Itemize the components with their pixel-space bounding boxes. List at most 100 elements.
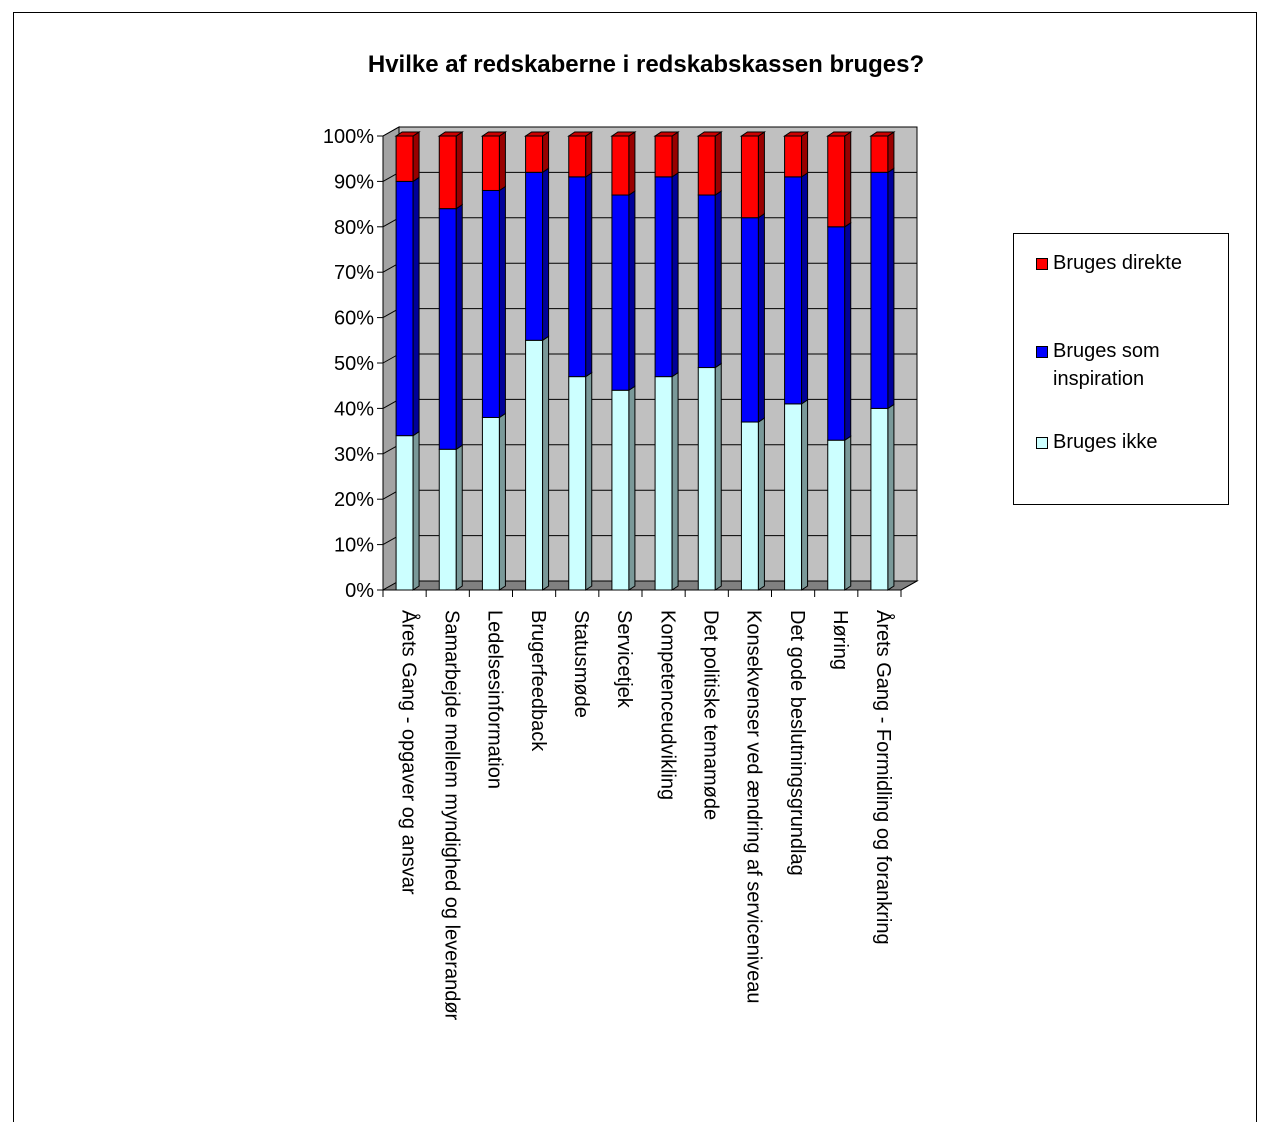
bar-bruges-som-inspiration — [395, 180, 414, 437]
y-tick-label: 70% — [334, 262, 374, 284]
bar-side-bruges-ikke — [887, 403, 895, 591]
bar-side-bruges-direkte — [887, 131, 895, 174]
gridline-side — [382, 126, 400, 137]
plot-area: 0% 10% 20% 30% 40% 50% 60% 70% 80% 90% 100% Årets G… — [323, 126, 919, 1021]
bar-bruges-som-inspiration — [697, 194, 716, 369]
bar-bruges-som-inspiration — [568, 176, 587, 378]
y-tick-label: 50% — [334, 353, 374, 375]
bar-side-bruges-direkte — [628, 131, 636, 196]
chart-title: Hvilke af redskaberne i redskabskassen b… — [368, 51, 924, 78]
x-tick-label: Kompetenceudvikling — [656, 610, 678, 800]
bar-side-bruges-som-inspiration — [628, 190, 636, 392]
bar-side-bruges-som-inspiration — [498, 185, 506, 419]
legend-label-bruges-ikke: Bruges ikke — [1053, 431, 1158, 453]
x-tick-label: Statusmøde — [570, 610, 592, 718]
bar-side-bruges-ikke — [714, 362, 722, 591]
bar-bruges-som-inspiration — [525, 171, 544, 341]
x-tick-label: Det gode beslutningsgrundlag — [786, 610, 808, 876]
bar-side-bruges-som-inspiration — [801, 171, 809, 405]
bar-bruges-direkte — [481, 135, 500, 191]
bar-side-bruges-ikke — [671, 371, 679, 591]
bar-top-bruges-direkte — [696, 131, 723, 137]
bar-top-bruges-direkte — [437, 131, 464, 137]
bar-side-bruges-ikke — [801, 398, 809, 591]
bar-bruges-direkte — [611, 135, 630, 196]
bar-bruges-direkte — [740, 135, 759, 219]
x-tick-label: Servicetjek — [613, 610, 635, 709]
legend-swatch-bruges-ikke — [1036, 437, 1048, 449]
bar-side-bruges-som-inspiration — [887, 167, 895, 410]
legend-swatch-bruges-som-inspiration — [1036, 346, 1048, 358]
bar-top-bruges-direkte — [782, 131, 810, 137]
bar-bruges-ikke — [784, 403, 803, 591]
bar-bruges-direkte — [525, 135, 544, 173]
bar-bruges-ikke — [870, 407, 889, 591]
bar-side-bruges-ikke — [412, 430, 420, 591]
bar-bruges-ikke — [568, 376, 587, 591]
bar-side-bruges-ikke — [542, 335, 550, 591]
bar-side-bruges-som-inspiration — [671, 171, 679, 378]
bar-side-bruges-ikke — [757, 417, 765, 591]
bar-bruges-direkte — [654, 135, 673, 178]
x-tick-label: Det politiske temamøde — [699, 610, 721, 820]
bar-top-bruges-direkte — [567, 131, 594, 137]
bar-side-bruges-som-inspiration — [455, 203, 463, 451]
legend-label-bruges-som-inspiration: Bruges som inspiration — [1053, 340, 1160, 390]
bar-side-bruges-som-inspiration — [542, 167, 550, 342]
bar-bruges-direkte — [784, 135, 803, 178]
legend: Bruges direkte Bruges som inspiration Br… — [1013, 233, 1229, 505]
bar-bruges-ikke — [827, 439, 846, 591]
x-tick-label: Høring — [829, 610, 851, 670]
bar-bruges-ikke — [395, 435, 414, 591]
bar-top-bruges-direkte — [653, 131, 680, 137]
bar-bruges-direkte — [870, 135, 889, 173]
bar-top-bruges-direkte — [826, 131, 853, 137]
bar-side-bruges-som-inspiration — [412, 176, 420, 437]
bar-bruges-som-inspiration — [654, 176, 673, 378]
bar-top-bruges-direkte — [480, 131, 508, 137]
bar-top-bruges-direkte — [869, 131, 896, 137]
bar-bruges-direkte — [827, 135, 846, 228]
bar-bruges-ikke — [740, 421, 759, 591]
bar-bruges-som-inspiration — [481, 189, 500, 418]
y-tick-label: 30% — [334, 444, 374, 466]
y-tick-label: 20% — [334, 489, 374, 511]
bar-side-bruges-ikke — [628, 385, 636, 591]
bar-top-bruges-direkte — [523, 131, 551, 137]
legend-label-bruges-direkte: Bruges direkte — [1053, 252, 1182, 274]
y-tick-label: 40% — [334, 398, 374, 420]
x-axis-depth-line — [900, 580, 918, 591]
bar-bruges-ikke — [525, 339, 544, 591]
bar-side-bruges-som-inspiration — [757, 212, 765, 423]
bar-side-bruges-direkte — [671, 131, 679, 178]
bar-bruges-direkte — [568, 135, 587, 178]
bar-top-bruges-direkte — [394, 131, 421, 137]
bar-bruges-som-inspiration — [438, 208, 457, 450]
y-tick-label: 80% — [334, 217, 374, 239]
bar-side-bruges-direkte — [412, 131, 420, 183]
bar-bruges-ikke — [481, 416, 500, 591]
y-tick-label: 90% — [334, 171, 374, 193]
x-tick-label: Ledelsesinformation — [484, 610, 506, 789]
bar-side-bruges-som-inspiration — [844, 221, 852, 442]
bar-bruges-som-inspiration — [784, 176, 803, 405]
bar-bruges-direkte — [395, 135, 414, 182]
bar-bruges-ikke — [697, 367, 716, 591]
x-tick-label: Samarbejde mellem myndighed og leverandø… — [440, 610, 462, 1021]
y-tick-label: 0% — [345, 580, 374, 602]
bar-side-bruges-direkte — [455, 131, 463, 210]
bar-bruges-som-inspiration — [870, 171, 889, 409]
bar-side-bruges-som-inspiration — [714, 190, 722, 369]
y-tick-label: 10% — [334, 535, 374, 557]
x-tick-label: Årets Gang - Formidling og forankring — [872, 610, 895, 945]
x-tick-label: Konsekvenser ved ændring af servicenivea… — [743, 610, 765, 1004]
bar-bruges-som-inspiration — [611, 194, 630, 391]
y-tick-label: 60% — [334, 308, 374, 330]
bar-side-bruges-direkte — [844, 131, 852, 228]
bar-bruges-direkte — [697, 135, 716, 196]
legend-swatch-bruges-direkte — [1036, 258, 1048, 270]
bar-side-bruges-direkte — [801, 131, 809, 178]
bar-top-bruges-direkte — [610, 131, 637, 137]
bar-side-bruges-direkte — [498, 131, 506, 192]
